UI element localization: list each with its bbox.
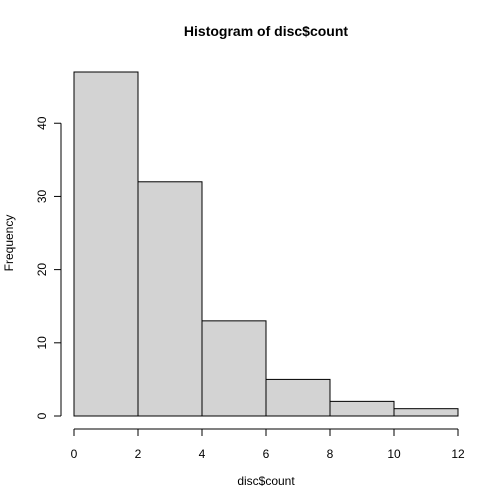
x-tick-label-5: 10 — [387, 447, 401, 461]
y-axis: 0 10 20 30 40 — [35, 116, 62, 419]
x-axis-title: disc$count — [237, 474, 295, 488]
x-tick-label-6: 12 — [451, 447, 465, 461]
x-tick-label-4: 8 — [327, 447, 334, 461]
x-tick-label-1: 2 — [135, 447, 142, 461]
y-axis-title: Frequency — [2, 215, 16, 272]
histogram-bar-3 — [265, 378, 331, 417]
histogram-bar-2 — [201, 320, 267, 417]
x-axis: 0 2 4 6 8 10 12 — [71, 428, 465, 461]
y-tick-label-3: 30 — [35, 189, 49, 203]
chart-title: Histogram of disc$count — [184, 23, 348, 39]
x-tick-label-2: 4 — [199, 447, 206, 461]
y-tick-label-2: 20 — [35, 263, 49, 277]
y-tick-label-0: 0 — [35, 412, 49, 419]
histogram-bar-5 — [393, 408, 459, 417]
histogram-bar-4 — [329, 400, 395, 417]
histogram-bar-0 — [73, 71, 139, 417]
y-tick-label-1: 10 — [35, 336, 49, 350]
x-tick-label-0: 0 — [71, 447, 78, 461]
histogram-bar-1 — [137, 181, 203, 417]
y-tick-label-4: 40 — [35, 116, 49, 130]
x-tick-label-3: 6 — [263, 447, 270, 461]
bars-layer — [73, 71, 459, 417]
